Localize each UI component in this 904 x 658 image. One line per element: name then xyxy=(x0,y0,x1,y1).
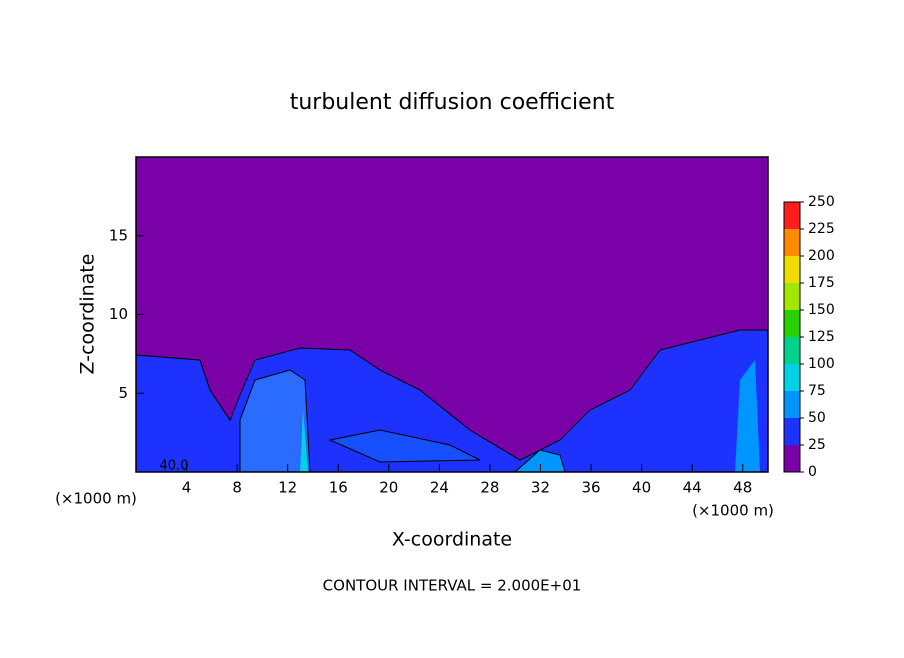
colorbar-tick-label: 50 xyxy=(808,410,826,426)
y-axis-label: Z-coordinate xyxy=(77,254,99,375)
colorbar-tick-label: 150 xyxy=(808,302,835,318)
colorbar-tick-label: 100 xyxy=(808,356,835,372)
x-tick-label: 8 xyxy=(232,479,242,497)
field-region xyxy=(514,449,566,472)
footer: CONTOUR INTERVAL = 2.000E+01 xyxy=(323,577,582,595)
colorbar-tick-label: 175 xyxy=(808,275,835,291)
colorbar-tick-label: 75 xyxy=(808,383,826,399)
x-tick-label: 28 xyxy=(480,479,499,497)
colorbar-band xyxy=(784,364,800,391)
field-region xyxy=(328,429,481,463)
field-region xyxy=(735,360,760,472)
colorbar-tick-label: 225 xyxy=(808,221,835,237)
x-tick-label: 12 xyxy=(278,479,297,497)
colorbar-band xyxy=(784,283,800,310)
colorbar-band xyxy=(784,310,800,337)
colorbar-band xyxy=(784,202,800,229)
y-tick-label: 10 xyxy=(109,305,128,323)
colorbar-band xyxy=(784,337,800,364)
colorbar-tick-label: 125 xyxy=(808,329,835,345)
x-axis-label: X-coordinate xyxy=(392,529,512,551)
y-tick-label: 15 xyxy=(109,226,128,244)
x-tick-label: 16 xyxy=(329,479,348,497)
y-tick-label: 5 xyxy=(118,384,128,402)
colorbar-tick-label: 25 xyxy=(808,437,826,453)
colorbar-tick-label: 250 xyxy=(808,194,835,210)
colorbar-tick-label: 200 xyxy=(808,248,835,264)
x-tick-label: 36 xyxy=(581,479,600,497)
x-tick-label: 48 xyxy=(733,479,752,497)
colorbar-band xyxy=(784,256,800,283)
colorbar-band xyxy=(784,445,800,472)
x-tick-label: 4 xyxy=(182,479,192,497)
colorbar-band xyxy=(784,418,800,445)
field-region xyxy=(300,410,308,472)
x-unit-left: (×1000 m) xyxy=(55,490,137,508)
x-unit-right: (×1000 m) xyxy=(692,502,774,520)
colorbar-tick-label: 0 xyxy=(808,464,817,480)
x-tick-label: 20 xyxy=(379,479,398,497)
colorbar-band xyxy=(784,391,800,418)
x-tick-label: 24 xyxy=(430,479,449,497)
field xyxy=(136,157,768,472)
contour-label: 40.0 xyxy=(160,459,189,474)
x-tick-label: 40 xyxy=(632,479,651,497)
chart-title: turbulent diffusion coefficient xyxy=(290,90,615,115)
colorbar-band xyxy=(784,229,800,256)
field-region xyxy=(239,369,311,472)
x-tick-label: 32 xyxy=(531,479,550,497)
x-tick-label: 44 xyxy=(683,479,702,497)
